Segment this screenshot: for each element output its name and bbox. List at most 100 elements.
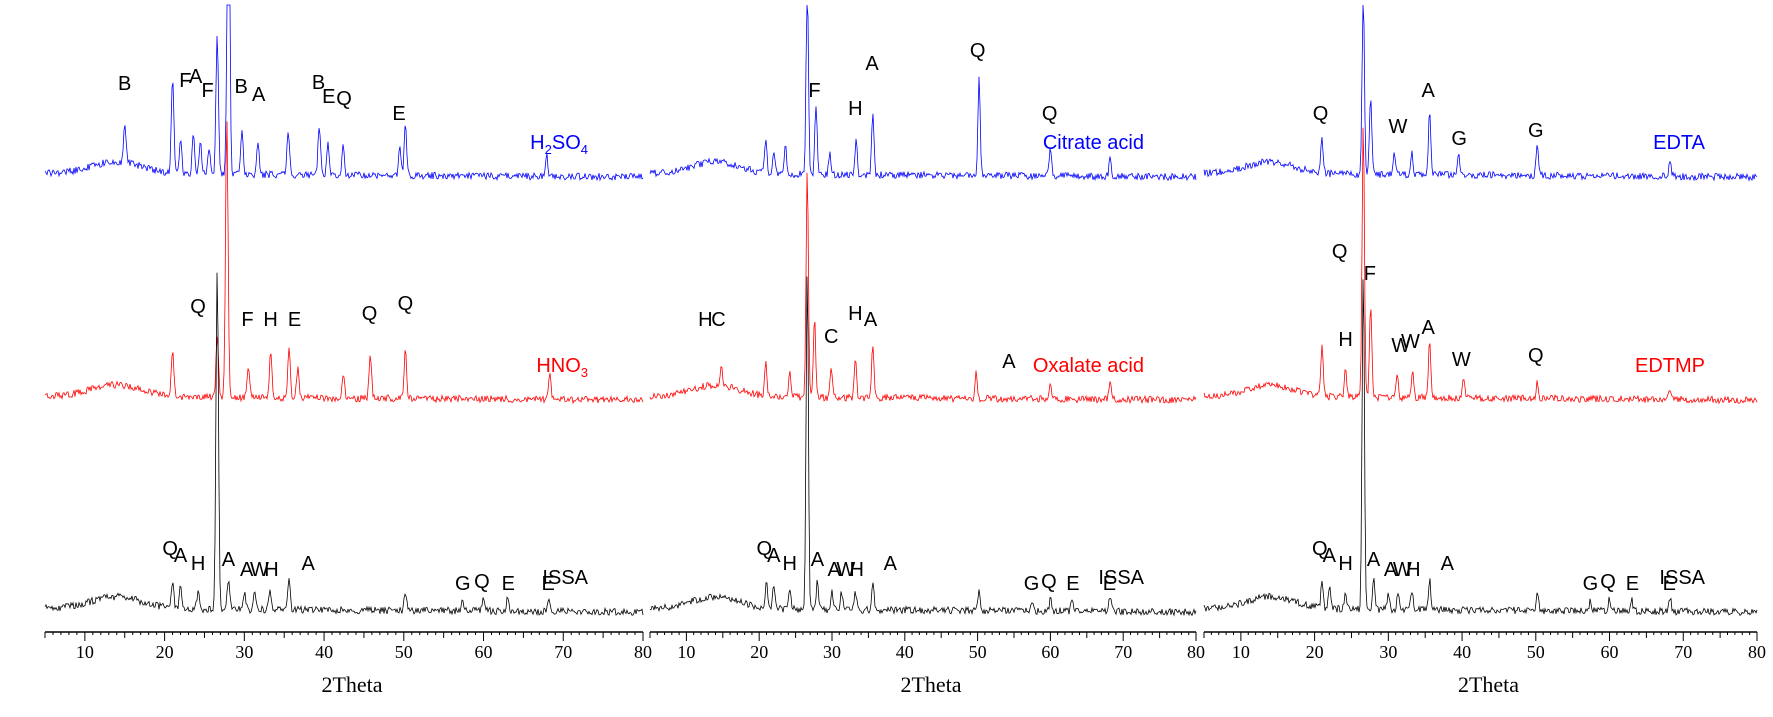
peak-label: H bbox=[191, 553, 205, 575]
peak-label: H bbox=[698, 309, 712, 331]
peak-label: G bbox=[1451, 128, 1467, 150]
x-tick-label: 70 bbox=[1114, 642, 1132, 662]
peak-label: B bbox=[118, 73, 131, 95]
peak-label: E bbox=[392, 103, 405, 125]
peak-label: Q bbox=[1600, 571, 1616, 593]
series-label: ISSA bbox=[1659, 567, 1705, 589]
peak-label: Q bbox=[970, 40, 986, 62]
peak-label: H bbox=[848, 303, 862, 325]
series-label: HNO3 bbox=[536, 355, 588, 380]
peak-label: F bbox=[202, 80, 214, 102]
series-line-citrate-acid bbox=[649, 4, 1197, 182]
peak-label: A bbox=[767, 545, 781, 567]
x-tick-label: 50 bbox=[395, 642, 413, 662]
peak-label: A bbox=[865, 53, 879, 75]
peak-label: H bbox=[848, 98, 862, 120]
peak-label: W bbox=[1393, 559, 1412, 581]
peak-label: Q bbox=[474, 571, 490, 593]
x-axis-label: 2Theta bbox=[900, 672, 961, 697]
peak-label: A bbox=[1421, 317, 1435, 339]
peak-label: B bbox=[234, 76, 247, 98]
x-tick-label: 30 bbox=[823, 642, 841, 662]
x-tick-label: 60 bbox=[1601, 642, 1619, 662]
peak-label: A bbox=[1441, 553, 1455, 575]
x-axis-label: 2Theta bbox=[1458, 672, 1519, 697]
x-tick-label: 70 bbox=[1674, 642, 1692, 662]
series-label: EDTA bbox=[1653, 132, 1706, 154]
peak-label: E bbox=[541, 573, 554, 595]
x-tick-label: 50 bbox=[1527, 642, 1545, 662]
peak-label: H bbox=[1338, 329, 1352, 351]
peak-label: Q bbox=[336, 88, 352, 110]
peak-label: Q bbox=[1042, 103, 1058, 125]
peak-label: A bbox=[301, 553, 315, 575]
x-tick-label: 40 bbox=[896, 642, 914, 662]
peak-label: E bbox=[322, 86, 335, 108]
peak-label: A bbox=[864, 309, 878, 331]
peak-label: A bbox=[1367, 549, 1381, 571]
x-axis-label: 2Theta bbox=[321, 672, 382, 697]
peak-label: E bbox=[502, 573, 515, 595]
x-tick-label: 30 bbox=[1379, 642, 1397, 662]
peak-label: A bbox=[828, 559, 842, 581]
series-label: ISSA bbox=[1098, 567, 1144, 589]
series-line-issa bbox=[44, 272, 644, 617]
peak-label: A bbox=[189, 66, 203, 88]
peak-label: F bbox=[1364, 263, 1376, 285]
x-tick-label: 20 bbox=[156, 642, 174, 662]
peak-label: F bbox=[241, 309, 253, 331]
peak-label: W bbox=[836, 559, 855, 581]
peak-label: F bbox=[808, 80, 820, 102]
series-line-hno3 bbox=[44, 121, 644, 405]
series-line-edtmp bbox=[1203, 127, 1758, 405]
peak-label: E bbox=[1103, 573, 1116, 595]
peak-label: E bbox=[1626, 573, 1639, 595]
x-tick-label: 10 bbox=[677, 642, 695, 662]
peak-label: W bbox=[1452, 349, 1471, 371]
peak-label: Q bbox=[162, 538, 178, 560]
peak-label: G bbox=[1583, 573, 1599, 595]
peak-label: H bbox=[263, 309, 277, 331]
series-line-h2so4 bbox=[44, 4, 644, 182]
peak-label: W bbox=[250, 559, 269, 581]
series-label: H2SO4 bbox=[530, 132, 588, 157]
series-label: EDTMP bbox=[1635, 355, 1705, 377]
peak-label: Q bbox=[398, 293, 414, 315]
peak-label: A bbox=[252, 84, 266, 106]
peak-label: Q bbox=[757, 538, 773, 560]
peak-label: H bbox=[1338, 553, 1352, 575]
peak-label: Q bbox=[1528, 345, 1544, 367]
x-tick-label: 20 bbox=[750, 642, 768, 662]
peak-label: G bbox=[1528, 120, 1544, 142]
peak-label: W bbox=[1401, 331, 1420, 353]
x-tick-label: 60 bbox=[1041, 642, 1059, 662]
peak-label: Q bbox=[1332, 241, 1348, 263]
peak-label: W bbox=[1388, 116, 1407, 138]
peak-label: W bbox=[1391, 335, 1410, 357]
peak-label: A bbox=[222, 549, 236, 571]
peak-label: Q bbox=[1312, 538, 1328, 560]
series-line-edta bbox=[1203, 4, 1758, 182]
peak-label: H bbox=[264, 559, 278, 581]
peak-label: Q bbox=[1313, 103, 1329, 125]
peak-label: Q bbox=[1041, 571, 1057, 593]
series-line-issa bbox=[649, 276, 1197, 617]
x-tick-label: 40 bbox=[315, 642, 333, 662]
peak-label: C bbox=[711, 309, 725, 331]
peak-label: A bbox=[1002, 351, 1016, 373]
x-tick-label: 80 bbox=[1187, 642, 1205, 662]
peak-label: E bbox=[1663, 573, 1676, 595]
peak-label: G bbox=[455, 573, 471, 595]
peak-label: A bbox=[1323, 545, 1337, 567]
series-label: Citrate acid bbox=[1043, 132, 1144, 154]
peak-label: A bbox=[1421, 80, 1435, 102]
x-tick-label: 20 bbox=[1306, 642, 1324, 662]
peak-label: E bbox=[1066, 573, 1079, 595]
peak-label: H bbox=[783, 553, 797, 575]
x-tick-label: 40 bbox=[1453, 642, 1471, 662]
peak-label: A bbox=[1384, 559, 1398, 581]
